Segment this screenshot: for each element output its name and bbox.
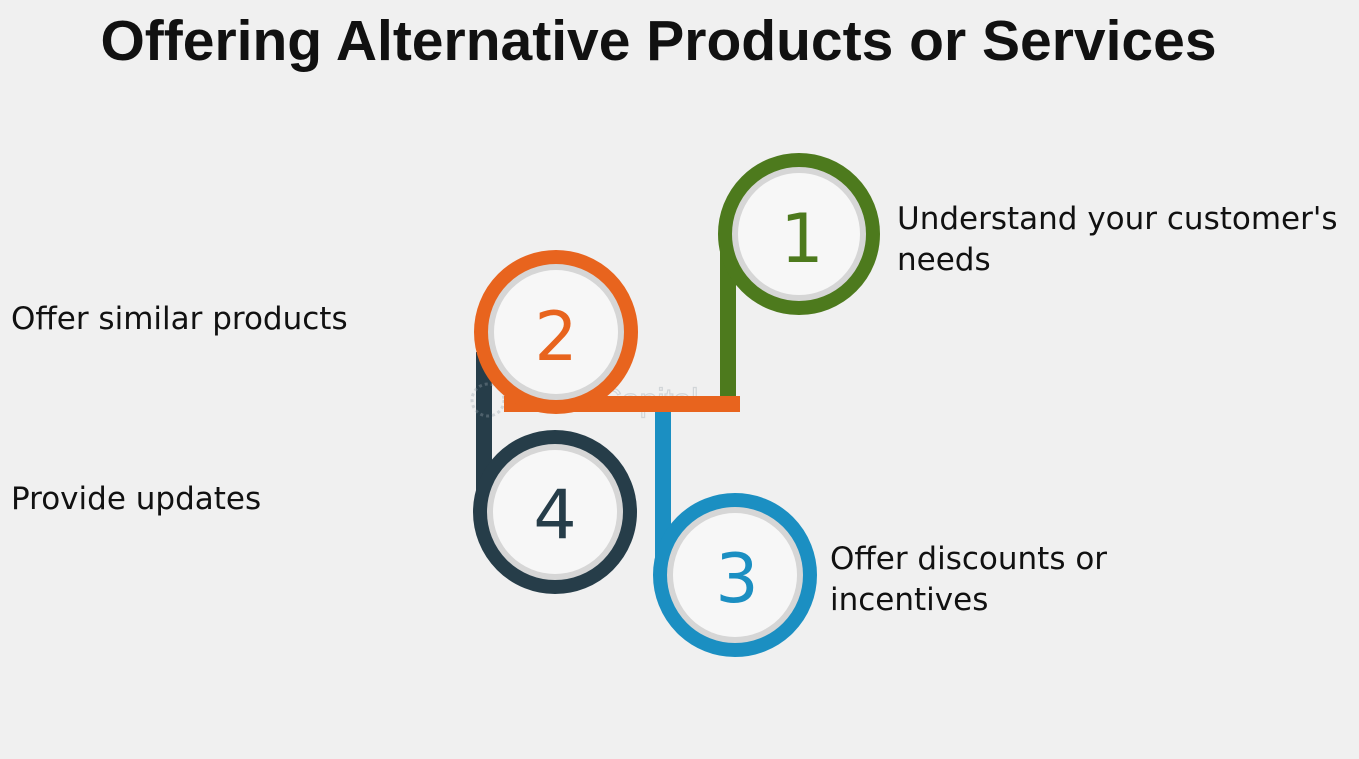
step-1-number: 1 [780, 200, 823, 279]
step-2-badge: 2 [474, 250, 638, 414]
step-1-badge: 1 [718, 153, 880, 315]
step-2-label: Offer similar products [11, 301, 348, 337]
step-1-inner [738, 173, 860, 295]
step-4-number: 4 [533, 476, 576, 555]
step-3-number: 3 [715, 540, 758, 619]
step-2-inner [494, 270, 618, 394]
step-4-badge: 4 [473, 430, 637, 594]
step-2-number: 2 [534, 298, 577, 377]
step-3-label: Offer discounts or incentives [830, 541, 1108, 618]
page-title: Offering Alternative Products or Service… [100, 9, 1217, 73]
step-3-badge: 3 [653, 493, 817, 657]
step-1-label: Understand your customer's needs [897, 201, 1338, 278]
step-4-inner [493, 450, 617, 574]
step-3-inner [673, 513, 797, 637]
step-4-label: Provide updates [11, 481, 262, 517]
